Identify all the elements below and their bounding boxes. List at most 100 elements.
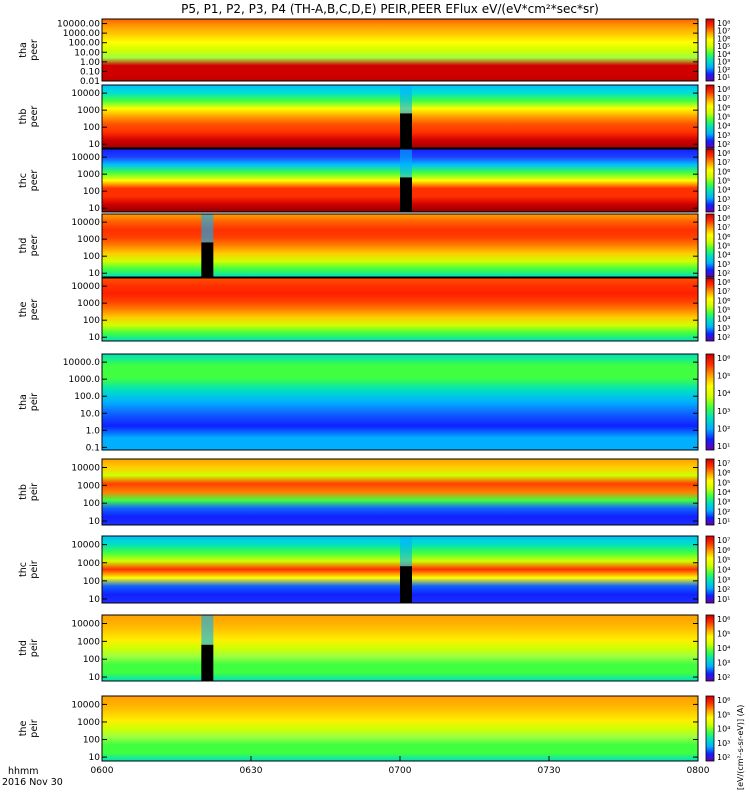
ylabel-line2: peer bbox=[29, 235, 40, 257]
colorbar-unit-label: [eV/(cm²-s-sr-eV)] (A) bbox=[736, 705, 745, 790]
data-gap bbox=[400, 177, 412, 212]
data-gap-top bbox=[201, 214, 214, 243]
colorbar-tick-label: 10⁶ bbox=[717, 469, 730, 478]
colorbar-tick-label: 10⁸ bbox=[717, 149, 730, 158]
ytick-label: 100 bbox=[83, 187, 100, 197]
ytick-label: 10 bbox=[89, 673, 101, 683]
xtick-label: 0600 bbox=[91, 766, 114, 776]
ytick-label: 1000 bbox=[77, 106, 100, 116]
ytick-label: 1000 bbox=[77, 235, 100, 245]
colorbar-tick-label: 10³ bbox=[717, 659, 730, 668]
ytick-label: 1.0 bbox=[86, 426, 101, 436]
colorbar bbox=[705, 614, 715, 682]
ylabel-line1: thd bbox=[18, 238, 29, 254]
colorbar-tick-label: 10⁴ bbox=[717, 644, 730, 653]
xtick-label: 0730 bbox=[538, 766, 561, 776]
panel-thd-peir: thd peir 10000 1000 100 10 10⁶ 10⁵ 10⁴ 10³ 10² bbox=[18, 614, 730, 683]
colorbar-tick-label: 10⁷ bbox=[717, 27, 730, 36]
colorbar-tick-label: 10³ bbox=[717, 58, 730, 67]
ytick-label: 10000 bbox=[71, 89, 100, 99]
spectrogram-thd-peir bbox=[102, 615, 698, 681]
data-gap bbox=[201, 242, 214, 277]
ylabel-line1: thc bbox=[18, 173, 29, 188]
colorbar-tick-label: 10¹ bbox=[717, 595, 730, 604]
colorbar-tick-label: 10² bbox=[717, 333, 730, 342]
panel-thb-peir: thb peir 10000 1000 100 10 10⁷10⁶10⁵10⁴10³10²1… bbox=[18, 458, 730, 527]
colorbar bbox=[705, 458, 715, 526]
ytick-label: 1000 bbox=[77, 559, 100, 569]
ytick-label: 100 bbox=[83, 252, 100, 262]
ylabel-line1: the bbox=[18, 302, 29, 318]
xtick-label: 0630 bbox=[240, 766, 263, 776]
data-gap bbox=[201, 644, 214, 681]
colorbar-tick-label: 10⁶ bbox=[717, 546, 730, 555]
colorbar-tick-label: 10² bbox=[717, 204, 730, 213]
ylabel-line1: tha bbox=[18, 394, 29, 410]
colorbar-tick-label: 10⁷ bbox=[717, 459, 730, 468]
ytick-label: 1000 bbox=[77, 170, 100, 180]
ylabel-line1: tha bbox=[18, 42, 29, 58]
panel-frame bbox=[101, 148, 699, 213]
colorbar-tick-label: 10⁴ bbox=[717, 389, 730, 398]
colorbar-tick-label: 10² bbox=[717, 753, 730, 762]
ytick-label: 10000 bbox=[71, 464, 100, 474]
colorbar-tick-label: 10⁵ bbox=[717, 710, 730, 719]
colorbar-tick-label: 10⁴ bbox=[717, 50, 730, 59]
time-axis-label: hhmm bbox=[8, 766, 39, 777]
ytick-label: 1000.00 bbox=[63, 29, 100, 39]
colorbar-tick-label: 10⁷ bbox=[717, 536, 730, 545]
ytick-label: 0.10 bbox=[80, 67, 100, 77]
colorbar-tick-label: 10³ bbox=[717, 498, 730, 507]
ytick-label: 100 bbox=[83, 316, 100, 326]
colorbar-tick-label: 10⁶ bbox=[717, 34, 730, 43]
spectrogram-the-peir bbox=[102, 696, 698, 761]
panel-frame bbox=[101, 84, 699, 149]
colorbar-tick-label: 10⁸ bbox=[717, 214, 730, 223]
panel-thb-peer: thb peer 10000 1000 100 10 10⁸10⁷10⁶10⁵10⁴10³1… bbox=[18, 84, 730, 150]
colorbar-tick-label: 10⁴ bbox=[717, 122, 730, 131]
colorbar-tick-label: 10⁶ bbox=[717, 296, 730, 305]
xtick-label: 0800 bbox=[687, 766, 710, 776]
ytick-label: 100 bbox=[83, 123, 100, 133]
colorbar-tick-label: 10⁶ bbox=[717, 167, 730, 176]
ytick-label: 10000 bbox=[71, 218, 100, 228]
spectrogram-tha-peir bbox=[102, 354, 698, 450]
colorbar-tick-label: 10⁶ bbox=[717, 232, 730, 241]
colorbar bbox=[705, 277, 715, 342]
panel-thc-peer: thc peer 10000 1000 100 10 10⁸10⁷10⁶10⁵10⁴10³1… bbox=[18, 148, 730, 214]
data-gap bbox=[400, 113, 412, 148]
colorbar-tick-label: 10² bbox=[717, 269, 730, 278]
colorbar-tick-label: 10⁷ bbox=[717, 223, 730, 232]
ytick-label: 1000 bbox=[77, 299, 100, 309]
colorbar-tick-label: 10³ bbox=[717, 195, 730, 204]
colorbar bbox=[705, 213, 715, 278]
ytick-label: 10000 bbox=[71, 541, 100, 551]
colorbar-tick-label: 10⁶ bbox=[717, 354, 730, 363]
ylabel-line1: thd bbox=[18, 640, 29, 656]
ylabel-line1: thb bbox=[18, 109, 29, 125]
ylabel-line2: peir bbox=[29, 483, 40, 502]
colorbar-tick-label: 10⁵ bbox=[717, 556, 730, 565]
data-gap-top bbox=[400, 149, 412, 178]
ytick-label: 1.00 bbox=[80, 58, 100, 68]
colorbar-tick-label: 10⁶ bbox=[717, 696, 730, 705]
ytick-label: 1000.0 bbox=[69, 375, 101, 385]
data-gap bbox=[400, 566, 412, 603]
ytick-label: 100 bbox=[83, 736, 100, 746]
ylabel-line2: peir bbox=[29, 719, 40, 738]
panel-frame bbox=[101, 353, 699, 451]
ytick-label: 0.01 bbox=[80, 77, 100, 87]
ytick-label: 100 bbox=[83, 577, 100, 587]
colorbar-tick-label: 10² bbox=[717, 585, 730, 594]
ylabel-line2: peer bbox=[29, 39, 40, 61]
ytick-label: 10.00 bbox=[74, 48, 100, 58]
ytick-label: 10 bbox=[89, 269, 101, 279]
ytick-label: 10 bbox=[89, 204, 101, 214]
ytick-label: 0.1 bbox=[86, 443, 100, 453]
colorbar-tick-label: 10⁶ bbox=[717, 615, 730, 624]
colorbar-tick-label: 10¹ bbox=[717, 442, 730, 451]
ytick-label: 10000.0 bbox=[63, 358, 100, 368]
colorbar-tick-label: 10⁵ bbox=[717, 113, 730, 122]
ytick-label: 10 bbox=[89, 595, 101, 605]
